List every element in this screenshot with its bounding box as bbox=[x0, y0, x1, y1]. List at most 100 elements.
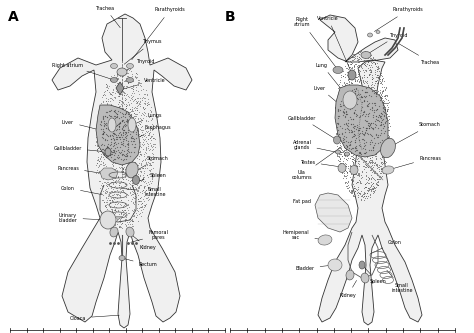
Point bbox=[378, 133, 385, 138]
Point bbox=[109, 131, 117, 136]
Point bbox=[142, 92, 149, 97]
Point bbox=[337, 134, 345, 139]
Point bbox=[111, 112, 119, 118]
Point bbox=[126, 106, 133, 112]
Point bbox=[380, 143, 387, 148]
Point bbox=[370, 58, 378, 63]
Point bbox=[369, 148, 376, 153]
Polygon shape bbox=[335, 85, 388, 157]
Point bbox=[370, 141, 378, 147]
Point bbox=[348, 139, 356, 144]
Point bbox=[356, 132, 363, 137]
Point bbox=[96, 145, 104, 150]
Point bbox=[372, 118, 379, 124]
Point bbox=[349, 135, 357, 140]
Point bbox=[371, 177, 378, 182]
Point bbox=[114, 191, 121, 196]
Point bbox=[106, 110, 113, 115]
Point bbox=[343, 152, 351, 158]
Point bbox=[102, 204, 110, 209]
Point bbox=[109, 150, 117, 155]
Point bbox=[383, 109, 391, 114]
Point bbox=[135, 156, 143, 162]
Point bbox=[101, 203, 109, 209]
Point bbox=[104, 193, 112, 199]
Point bbox=[147, 110, 155, 115]
Point bbox=[384, 150, 392, 155]
Point bbox=[110, 152, 118, 157]
Point bbox=[93, 161, 101, 166]
Point bbox=[121, 123, 128, 129]
Point bbox=[379, 76, 386, 82]
Point bbox=[105, 198, 113, 203]
Point bbox=[103, 103, 110, 108]
Point bbox=[370, 170, 378, 176]
Point bbox=[111, 188, 118, 194]
Point bbox=[368, 88, 376, 94]
Point bbox=[141, 98, 148, 103]
Point bbox=[341, 64, 348, 69]
Point bbox=[332, 100, 340, 106]
Point bbox=[358, 130, 365, 136]
Point bbox=[337, 104, 345, 109]
Point bbox=[384, 145, 392, 150]
Point bbox=[353, 166, 360, 171]
Point bbox=[147, 158, 155, 163]
Point bbox=[109, 181, 117, 186]
Point bbox=[381, 108, 389, 113]
Point bbox=[112, 205, 120, 210]
Point bbox=[138, 191, 146, 196]
Point bbox=[376, 90, 383, 95]
Point bbox=[366, 155, 374, 161]
Point bbox=[341, 167, 349, 172]
Point bbox=[378, 138, 386, 143]
Point bbox=[112, 148, 119, 154]
Point bbox=[97, 122, 104, 127]
Point bbox=[111, 96, 119, 101]
Point bbox=[134, 205, 141, 210]
Point bbox=[347, 189, 355, 194]
Point bbox=[368, 102, 376, 107]
Point bbox=[346, 143, 353, 148]
Point bbox=[342, 157, 350, 162]
Point bbox=[351, 89, 358, 94]
Point bbox=[360, 94, 368, 99]
Point bbox=[364, 87, 372, 93]
Point bbox=[351, 107, 358, 113]
Ellipse shape bbox=[338, 164, 346, 172]
Point bbox=[353, 74, 360, 80]
Point bbox=[369, 101, 377, 106]
Point bbox=[373, 107, 380, 112]
Point bbox=[357, 157, 365, 162]
Point bbox=[365, 115, 372, 120]
Point bbox=[128, 118, 136, 123]
Point bbox=[365, 124, 373, 129]
Point bbox=[99, 141, 106, 146]
Point bbox=[375, 69, 383, 74]
Point bbox=[353, 190, 361, 195]
Point bbox=[109, 86, 117, 91]
Point bbox=[360, 99, 368, 104]
Point bbox=[346, 121, 354, 127]
Point bbox=[359, 119, 367, 125]
Point bbox=[144, 192, 152, 197]
Point bbox=[145, 187, 152, 192]
Point bbox=[133, 183, 140, 188]
Point bbox=[100, 162, 108, 167]
Point bbox=[342, 143, 350, 148]
Point bbox=[382, 111, 389, 116]
Point bbox=[144, 102, 151, 108]
Point bbox=[119, 168, 127, 174]
Point bbox=[337, 89, 345, 94]
Point bbox=[364, 50, 372, 55]
Point bbox=[382, 124, 390, 129]
Text: Fat pad: Fat pad bbox=[293, 199, 328, 209]
Point bbox=[368, 174, 376, 180]
Point bbox=[105, 122, 113, 128]
Point bbox=[366, 151, 374, 156]
Point bbox=[365, 142, 373, 147]
Point bbox=[119, 179, 127, 185]
Point bbox=[367, 94, 374, 99]
Point bbox=[374, 63, 382, 69]
Point bbox=[369, 175, 377, 181]
